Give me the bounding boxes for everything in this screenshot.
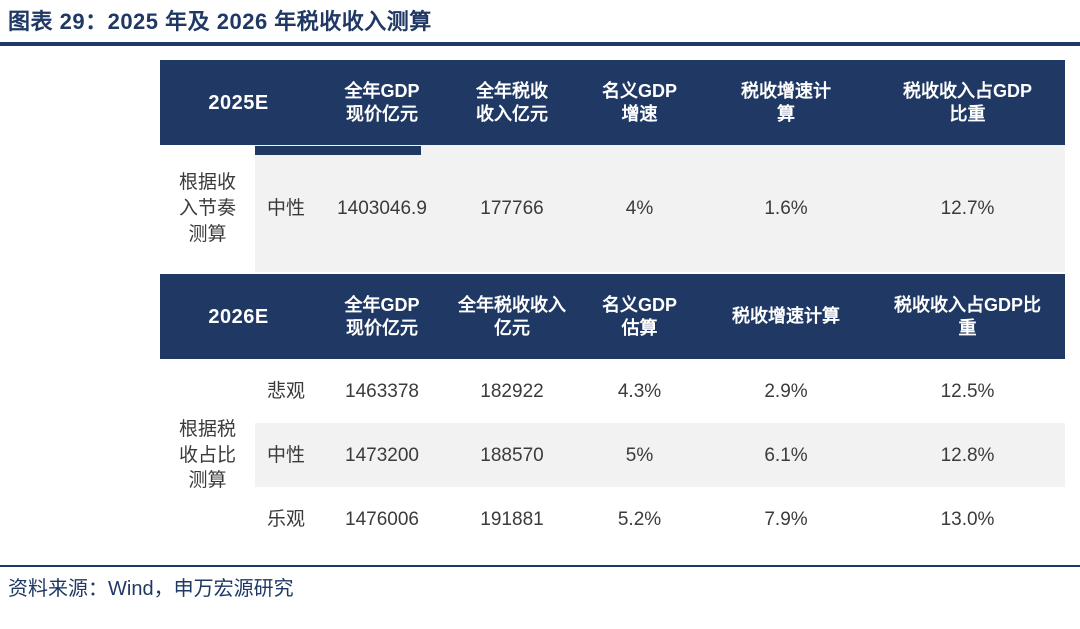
- col-header-tax-growth: 税收增速计算: [702, 274, 870, 360]
- row-group-label-2025: 根据收入节奏测算: [160, 145, 255, 273]
- cell-tax-to-gdp: 13.0%: [870, 487, 1065, 552]
- col-header-tax-revenue: 全年税收 收入亿元: [447, 60, 577, 146]
- cell-nominal-gdp-estimate: 4.3%: [577, 359, 702, 424]
- cell-gdp: 1473200: [317, 423, 447, 488]
- col-header-nominal-gdp-estimate: 名义GDP 估算: [577, 274, 702, 360]
- scenario-label: 中性: [255, 145, 317, 273]
- cell-tax-revenue: 191881: [447, 487, 577, 552]
- row-group-label-2026: 根据税收占比测算: [160, 359, 255, 552]
- year-header-2025e: 2025E: [160, 60, 317, 146]
- figure-title: 图表 29：2025 年及 2026 年税收收入测算: [8, 9, 432, 34]
- col-header-tax-revenue: 全年税收收入 亿元: [447, 274, 577, 360]
- table-2026e-header-row: 2026E 全年GDP 现价亿元 全年税收收入 亿元 名义GDP 估算 税收增速…: [160, 274, 1065, 360]
- cell-tax-growth: 6.1%: [702, 423, 870, 488]
- figure-title-block: 图表 29：2025 年及 2026 年税收收入测算: [0, 0, 1080, 47]
- tables-area: 2025E 全年GDP 现价亿元 全年税收 收入亿元 名义GDP 增速 税收增速…: [160, 60, 1065, 552]
- cell-tax-growth: 7.9%: [702, 487, 870, 552]
- cell-gdp: 1403046.9: [317, 145, 447, 273]
- cell-tax-revenue: 177766: [447, 145, 577, 273]
- col-header-tax-growth: 税收增速计 算: [702, 60, 870, 146]
- merged-cell-artifact-bar: [255, 146, 421, 156]
- cell-tax-to-gdp: 12.5%: [870, 359, 1065, 424]
- table-row-2025-neutral: 根据收入节奏测算 中性 1403046.9 177766 4% 1.6% 12.…: [160, 145, 1065, 273]
- source-note: 资料来源：Wind，申万宏源研究: [8, 578, 294, 601]
- cell-nominal-gdp-growth: 4%: [577, 145, 702, 273]
- table-2025e: 2025E 全年GDP 现价亿元 全年税收 收入亿元 名义GDP 增速 税收增速…: [160, 60, 1065, 273]
- table-2025e-header-row: 2025E 全年GDP 现价亿元 全年税收 收入亿元 名义GDP 增速 税收增速…: [160, 60, 1065, 146]
- cell-tax-revenue: 182922: [447, 359, 577, 424]
- cell-nominal-gdp-estimate: 5%: [577, 423, 702, 488]
- year-header-2026e: 2026E: [160, 274, 317, 360]
- cell-tax-growth: 2.9%: [702, 359, 870, 424]
- col-header-gdp: 全年GDP 现价亿元: [317, 274, 447, 360]
- scenario-label: 中性: [255, 423, 317, 488]
- cell-tax-growth: 1.6%: [702, 145, 870, 273]
- table-row-2026-optimistic: 乐观 1476006 191881 5.2% 7.9% 13.0%: [160, 487, 1065, 552]
- scenario-label: 悲观: [255, 359, 317, 424]
- cell-tax-to-gdp: 12.8%: [870, 423, 1065, 488]
- cell-nominal-gdp-estimate: 5.2%: [577, 487, 702, 552]
- table-2026e: 2026E 全年GDP 现价亿元 全年税收收入 亿元 名义GDP 估算 税收增速…: [160, 274, 1065, 552]
- footer-divider: [0, 565, 1080, 568]
- col-header-tax-to-gdp: 税收收入占GDP 比重: [870, 60, 1065, 146]
- cell-tax-revenue: 188570: [447, 423, 577, 488]
- cell-tax-to-gdp: 12.7%: [870, 145, 1065, 273]
- table-row-2026-neutral: 中性 1473200 188570 5% 6.1% 12.8%: [160, 423, 1065, 488]
- cell-gdp: 1463378: [317, 359, 447, 424]
- scenario-label: 乐观: [255, 487, 317, 552]
- col-header-gdp: 全年GDP 现价亿元: [317, 60, 447, 146]
- cell-gdp: 1476006: [317, 487, 447, 552]
- col-header-nominal-gdp-growth: 名义GDP 增速: [577, 60, 702, 146]
- table-row-2026-pessimistic: 根据税收占比测算 悲观 1463378 182922 4.3% 2.9% 12.…: [160, 359, 1065, 552]
- col-header-tax-to-gdp: 税收收入占GDP比 重: [870, 274, 1065, 360]
